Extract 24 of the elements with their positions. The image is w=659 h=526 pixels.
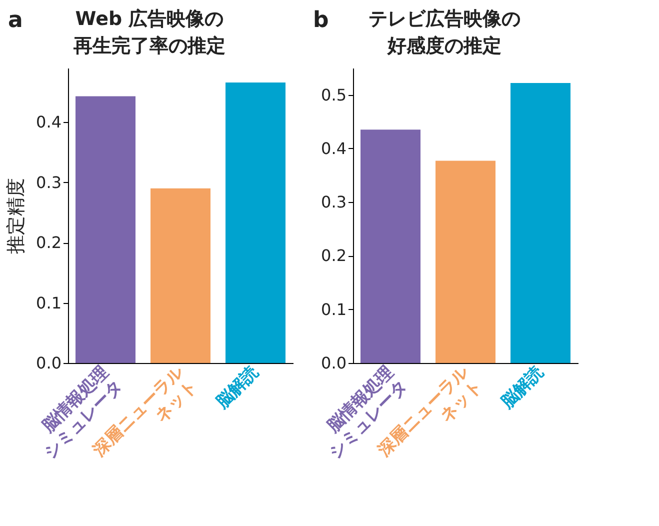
bar — [76, 96, 136, 363]
bar — [150, 188, 210, 363]
y-tick-label: 0.4 — [36, 112, 62, 132]
y-tick-label: 0.5 — [321, 85, 346, 104]
text: a — [8, 8, 23, 33]
y-tick-label: 0.2 — [36, 233, 62, 252]
y-tick-label: 0.4 — [321, 138, 346, 158]
y-tick-label: 0.0 — [36, 354, 62, 372]
bar — [436, 160, 496, 363]
y-tick-label: 0.3 — [36, 172, 62, 192]
y-axis-title: 推定精度 — [5, 178, 28, 254]
y-tick-label: 0.1 — [36, 293, 62, 312]
y-tick-label: 0.2 — [321, 246, 346, 266]
y-tick-label: 0.0 — [321, 354, 346, 372]
chart-title: Web 広告映像の再生完了率の推定 — [72, 7, 226, 59]
bar — [510, 83, 570, 363]
chart-title: テレビ広告映像の好感度の推定 — [368, 7, 522, 59]
x-tick-label: 脳解読 — [212, 362, 263, 414]
y-tick-label: 0.3 — [321, 192, 346, 212]
bar — [226, 82, 286, 363]
x-tick-label: 脳解読 — [496, 362, 548, 414]
text: b — [313, 8, 329, 33]
bar — [360, 130, 420, 363]
y-tick-label: 0.1 — [321, 300, 346, 319]
